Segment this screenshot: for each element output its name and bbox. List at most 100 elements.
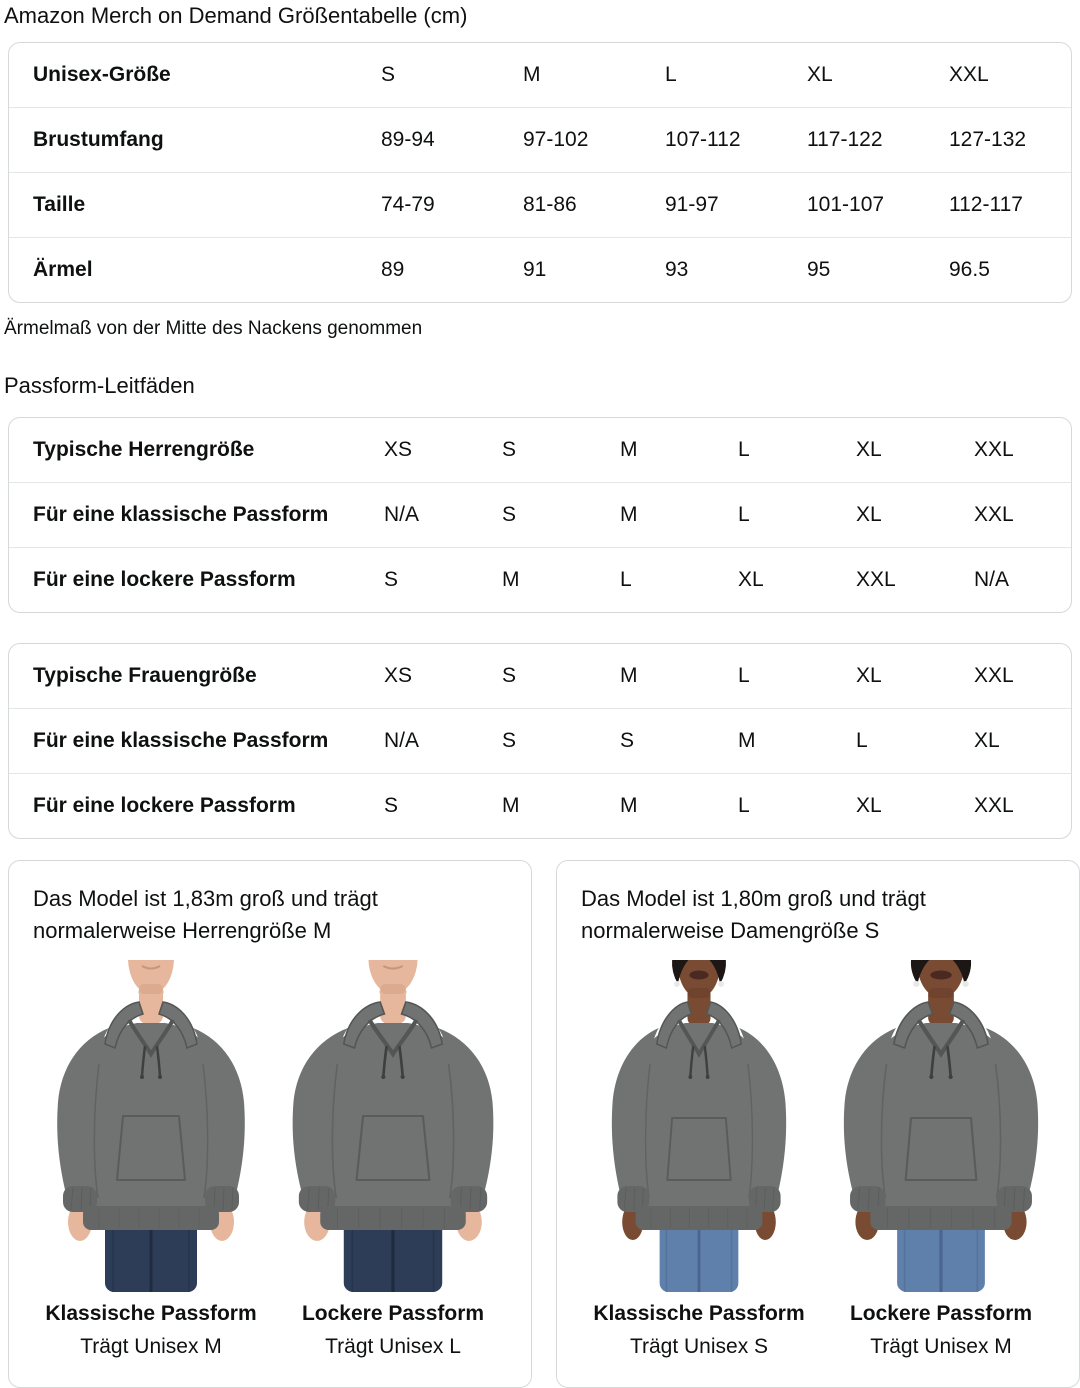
size-cell: L	[620, 568, 632, 592]
row-label: Typische Frauengröße	[33, 664, 257, 688]
row-label: Typische Herrengröße	[33, 438, 255, 462]
row-label: Unisex-Größe	[33, 63, 171, 87]
row-label: Für eine lockere Passform	[33, 568, 296, 592]
table-row: Für eine lockere Passform S M L XL XXL N…	[9, 547, 1071, 612]
size-cell: M	[502, 794, 520, 818]
womens-model-card: Das Model ist 1,80m groß und trägt norma…	[556, 860, 1080, 1388]
size-cell: S	[384, 568, 399, 592]
table-row: Für eine klassische Passform N/A S M L X…	[9, 482, 1071, 547]
size-cell: M	[620, 438, 638, 462]
size-cell: 91	[523, 258, 547, 282]
size-cell: S	[384, 794, 399, 818]
size-cell: 95	[807, 258, 831, 282]
size-cell: S	[620, 729, 635, 753]
male-model-classic-photo	[43, 960, 259, 1292]
size-cell: M	[502, 568, 520, 592]
size-cell: XL	[856, 664, 882, 688]
row-label: Für eine klassische Passform	[33, 729, 329, 753]
table-row: Für eine klassische Passform N/A S S M L…	[9, 708, 1071, 773]
size-cell: XL	[856, 438, 882, 462]
size-cell: S	[502, 664, 517, 688]
table-row: Typische Frauengröße XS S M L XL XXL	[9, 644, 1071, 708]
mens-fit-table: Typische Herrengröße XS S M L XL XXL Für…	[8, 417, 1072, 614]
size-cell: XL	[856, 794, 882, 818]
size-cell: M	[620, 794, 638, 818]
size-cell: L	[738, 438, 750, 462]
row-label: Für eine lockere Passform	[33, 794, 296, 818]
size-cell: 89	[381, 258, 405, 282]
size-cell: N/A	[384, 729, 420, 753]
size-cell: L	[738, 503, 750, 527]
size-cell: XXL	[974, 794, 1014, 818]
size-cell: XS	[384, 664, 413, 688]
size-worn-label: Trägt Unisex L	[325, 1335, 461, 1359]
row-label: Brustumfang	[33, 128, 164, 152]
size-cell: XL	[807, 63, 833, 87]
size-worn-label: Trägt Unisex M	[80, 1335, 222, 1359]
size-cell: 117-122	[807, 128, 883, 152]
size-cell: N/A	[384, 503, 420, 527]
size-cell: XXL	[974, 503, 1014, 527]
fit-label: Lockere Passform	[849, 1301, 1033, 1325]
size-cell: 97-102	[523, 128, 589, 152]
model-cards: Das Model ist 1,83m groß und trägt norma…	[8, 860, 1080, 1388]
size-worn-label: Trägt Unisex M	[870, 1335, 1012, 1359]
page-title: Amazon Merch on Demand Größentabelle (cm…	[4, 3, 468, 28]
size-cell: 74-79	[381, 193, 435, 217]
fit-guides-heading: Passform-Leitfäden	[4, 373, 195, 399]
size-table: Unisex-Größe S M L XL XXL Brustumfang 89…	[8, 42, 1072, 304]
classic-fit-column: Klassische Passform Trägt Unisex S	[581, 960, 817, 1359]
table-row: Unisex-Größe S M L XL XXL	[9, 43, 1071, 107]
female-model-classic-photo	[595, 960, 802, 1292]
size-cell: L	[856, 729, 868, 753]
size-cell: S	[502, 503, 517, 527]
fit-label: Klassische Passform	[593, 1301, 805, 1325]
size-cell: S	[381, 63, 396, 87]
size-cell: 89-94	[381, 128, 435, 152]
size-cell: M	[620, 503, 638, 527]
size-cell: 96.5	[949, 258, 990, 282]
size-cell: M	[523, 63, 541, 87]
size-cell: 101-107	[807, 193, 885, 217]
size-cell: L	[738, 794, 750, 818]
mens-model-card: Das Model ist 1,83m groß und trägt norma…	[8, 860, 532, 1388]
row-label: Für eine klassische Passform	[33, 503, 329, 527]
size-cell: 91-97	[665, 193, 719, 217]
size-cell: 127-132	[949, 128, 1027, 152]
size-cell: M	[620, 664, 638, 688]
size-cell: 112-117	[949, 193, 1023, 217]
loose-fit-column: Lockere Passform Trägt Unisex M	[823, 960, 1059, 1359]
fit-label: Klassische Passform	[45, 1301, 257, 1325]
size-cell: M	[738, 729, 756, 753]
card-description: Das Model ist 1,80m groß und trägt norma…	[581, 886, 926, 943]
size-worn-label: Trägt Unisex S	[629, 1335, 769, 1359]
classic-fit-column: Klassische Passform Trägt Unisex M	[33, 960, 269, 1359]
sleeve-measure-note: Ärmelmaß von der Mitte des Nackens genom…	[4, 318, 423, 340]
size-cell: 93	[665, 258, 689, 282]
size-cell: XXL	[974, 438, 1014, 462]
loose-fit-column: Lockere Passform Trägt Unisex L	[275, 960, 511, 1359]
size-cell: XXL	[974, 664, 1014, 688]
table-row: Taille 74-79 81-86 91-97 101-107 112-117	[9, 172, 1071, 237]
size-cell: XL	[974, 729, 1000, 753]
size-cell: XS	[384, 438, 413, 462]
row-label: Taille	[33, 193, 86, 217]
table-row: Für eine lockere Passform S M M L XL XXL	[9, 773, 1071, 838]
size-cell: S	[502, 729, 517, 753]
size-cell: 107-112	[665, 128, 741, 152]
womens-fit-table: Typische Frauengröße XS S M L XL XXL Für…	[8, 643, 1072, 840]
fit-label: Lockere Passform	[301, 1301, 485, 1325]
card-description: Das Model ist 1,83m groß und trägt norma…	[33, 886, 378, 943]
female-model-loose-photo	[825, 960, 1056, 1292]
row-label: Ärmel	[33, 258, 93, 282]
size-cell: N/A	[974, 568, 1010, 592]
table-row: Ärmel 89 91 93 95 96.5	[9, 237, 1071, 302]
table-row: Brustumfang 89-94 97-102 107-112 117-122…	[9, 107, 1071, 172]
size-cell: XXL	[856, 568, 896, 592]
size-cell: S	[502, 438, 517, 462]
table-row: Typische Herrengröße XS S M L XL XXL	[9, 418, 1071, 482]
size-cell: 81-86	[523, 193, 577, 217]
size-cell: XXL	[949, 63, 989, 87]
size-cell: XL	[738, 568, 764, 592]
